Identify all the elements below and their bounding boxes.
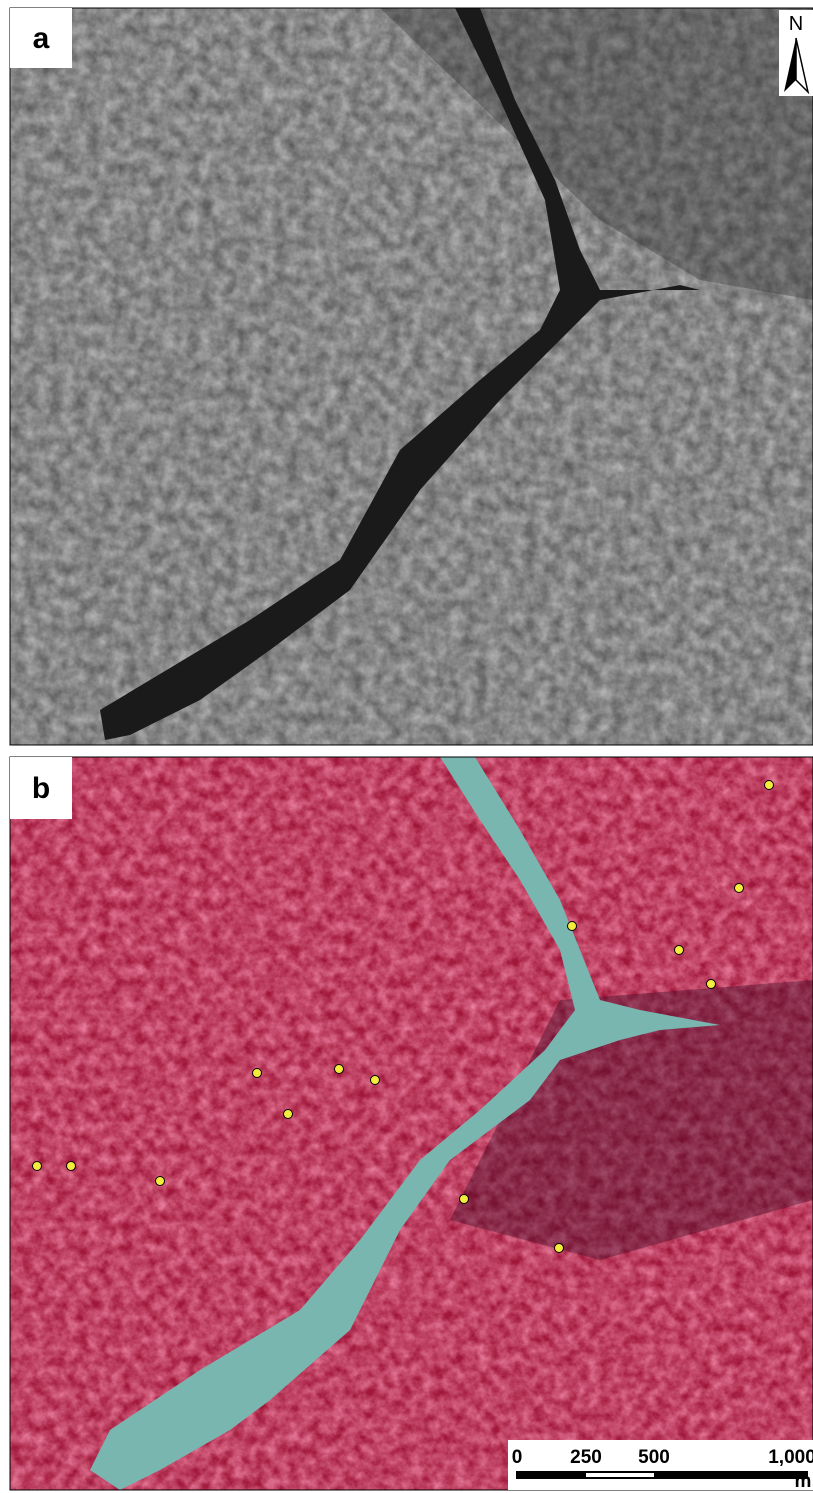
north-label: N	[789, 13, 803, 35]
point	[765, 781, 774, 790]
panel-b	[10, 757, 813, 1490]
scale-unit: m	[795, 1471, 812, 1492]
panel-label: a	[33, 22, 50, 55]
point	[67, 1162, 76, 1171]
scale-label: 250	[570, 1447, 602, 1468]
point	[735, 884, 744, 893]
panel-a	[10, 8, 813, 745]
point	[460, 1195, 469, 1204]
point	[568, 922, 577, 931]
point	[335, 1065, 344, 1074]
scale-label: 1,000	[768, 1447, 813, 1468]
scale-bar	[516, 1471, 808, 1479]
panel-label: b	[32, 772, 50, 805]
point	[156, 1177, 165, 1186]
point	[707, 980, 716, 989]
point	[253, 1069, 262, 1078]
point	[371, 1076, 380, 1085]
scale-label: 500	[638, 1447, 670, 1468]
point	[675, 946, 684, 955]
scale-bar	[586, 1473, 654, 1477]
point	[284, 1110, 293, 1119]
point	[555, 1244, 564, 1253]
point	[33, 1162, 42, 1171]
scale-label: 0	[512, 1447, 523, 1468]
figure: a N b 0 250 500 1,000	[0, 0, 813, 1493]
